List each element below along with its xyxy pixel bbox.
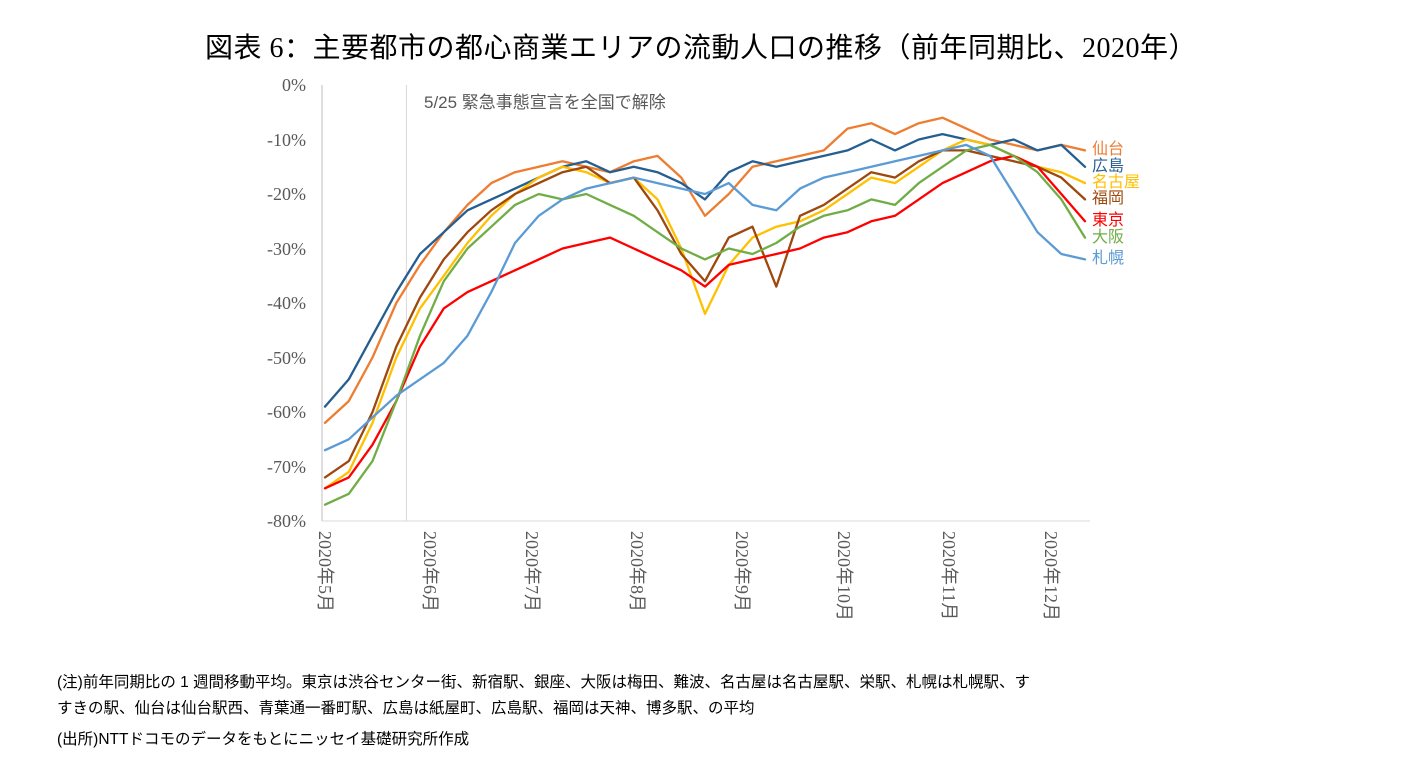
series-line-sendai xyxy=(323,116,1087,425)
x-tick-label: 2020年12月 xyxy=(1041,531,1062,621)
footnotes: (注)前年同期比の 1 週間移動平均。東京は渋谷センター街、新宿駅、銀座、大阪は… xyxy=(57,670,1357,753)
y-tick-label: 0% xyxy=(282,75,306,95)
note-line-1: (注)前年同期比の 1 週間移動平均。東京は渋谷センター街、新宿駅、銀座、大阪は… xyxy=(57,674,1031,691)
series-label-nagoya: 名古屋 xyxy=(1092,174,1141,192)
y-tick-label: -20% xyxy=(267,184,306,204)
series-label-fukuoka: 福岡 xyxy=(1092,190,1125,208)
series-label-osaka: 大阪 xyxy=(1092,228,1125,246)
x-tick-label: 2020年11月 xyxy=(939,531,960,621)
series-label-tokyo: 東京 xyxy=(1092,212,1125,230)
series-line-fukuoka xyxy=(323,149,1087,479)
x-tick-label: 2020年9月 xyxy=(732,531,753,612)
series-line-tokyo xyxy=(323,154,1087,490)
x-tick-label: 2020年10月 xyxy=(834,531,855,621)
y-tick-label: -50% xyxy=(267,347,306,368)
y-tick-label: -60% xyxy=(267,402,306,422)
y-tick-label: -10% xyxy=(267,129,306,150)
series-line-hiroshima xyxy=(323,132,1087,408)
series-label-sapporo: 札幌 xyxy=(1092,250,1125,268)
x-tick-label: 2020年5月 xyxy=(315,531,335,612)
series-label-hiroshima: 広島 xyxy=(1092,157,1125,175)
x-tick-label: 2020年7月 xyxy=(521,531,542,612)
chart-title: 図表 6：主要都市の都心商業エリアの流動人口の推移（前年同期比、2020年） xyxy=(204,33,1197,64)
y-tick-label: -30% xyxy=(267,238,306,259)
y-tick-label: -40% xyxy=(267,293,306,313)
event-annotation: 5/25 緊急事態宣言を全国で解除 xyxy=(424,93,666,112)
y-tick-label: -80% xyxy=(267,511,306,531)
note-line-2: すきの駅、仙台は仙台駅西、青葉通一番町駅、広島は紙屋町、広島駅、福岡は天神、博多… xyxy=(57,700,755,717)
x-tick-label: 2020年6月 xyxy=(420,531,441,612)
x-tick-label: 2020年8月 xyxy=(627,531,648,612)
series-line-osaka xyxy=(323,143,1087,506)
series-label-sendai: 仙台 xyxy=(1092,141,1125,159)
series-line-sapporo xyxy=(323,143,1087,452)
series-line-nagoya xyxy=(323,138,1087,490)
y-tick-label: -70% xyxy=(267,456,306,477)
note-source: (出所)NTTドコモのデータをもとにニッセイ基礎研究所作成 xyxy=(57,731,470,748)
